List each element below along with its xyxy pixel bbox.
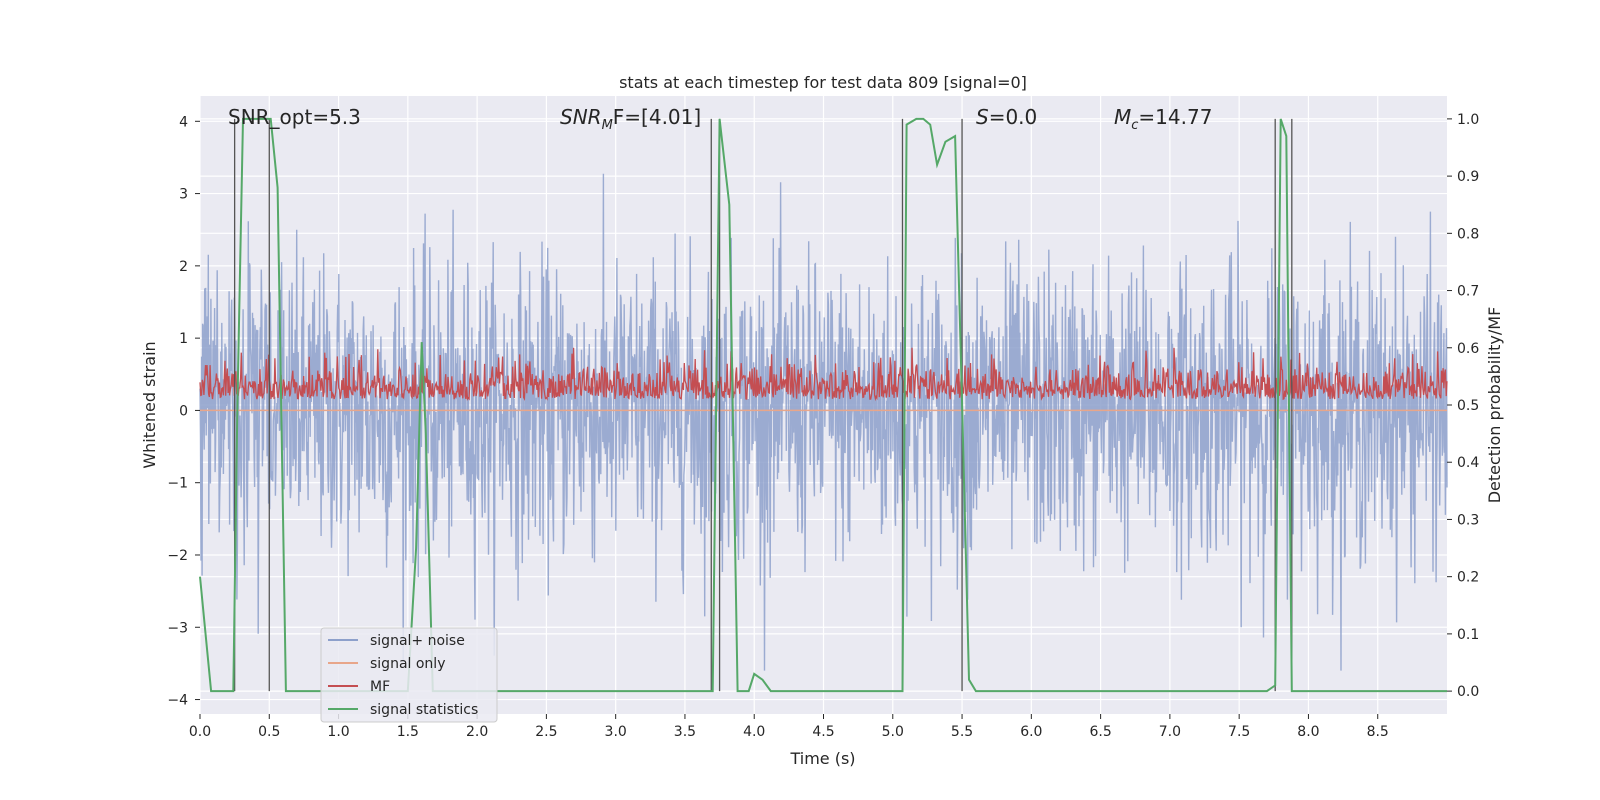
y-right-tick-label-3: 0.3 bbox=[1457, 512, 1479, 528]
y-left-tick-label-6: 2 bbox=[179, 259, 188, 275]
legend-label-signal-statistics: signal statistics bbox=[370, 702, 478, 718]
y-right-tick-label-5: 0.5 bbox=[1457, 398, 1479, 414]
y-left-tick-label-2: −2 bbox=[167, 548, 188, 564]
annotation-mc-sub: c bbox=[1131, 118, 1138, 133]
y-right-tick-label-7: 0.7 bbox=[1457, 284, 1479, 300]
mf-series bbox=[199, 347, 1448, 402]
annotation-snr-opt: SNR_opt=5.3 bbox=[228, 105, 361, 129]
annotation-mc: Mc=14.77 bbox=[1114, 105, 1212, 133]
annotation-snr-mf-sub: M bbox=[602, 118, 613, 133]
annotation-s-rest: =0.0 bbox=[989, 105, 1038, 129]
y-right-tick-label-10: 1.0 bbox=[1457, 112, 1479, 128]
y-left-tick-label-5: 1 bbox=[179, 331, 188, 347]
annotation-s-main: S bbox=[976, 105, 989, 129]
y-right-tick-label-8: 0.8 bbox=[1457, 226, 1479, 242]
y-left-tick-label-8: 4 bbox=[179, 114, 188, 130]
x-tick-label-13: 6.5 bbox=[1089, 724, 1111, 740]
x-axis-ticks: 0.0 0.5 1.0 1.5 2.0 2.5 3.0 3.5 4.0 4.5 5.0 5.5 6.0 6… bbox=[189, 714, 1389, 740]
x-tick-label-11: 5.5 bbox=[951, 724, 973, 740]
annotation-snr-mf-main: SNR bbox=[560, 105, 602, 129]
annotation-snr-mf-rest: F=[4.01] bbox=[613, 105, 701, 129]
chart-title: stats at each timestep for test data 809… bbox=[619, 73, 1027, 92]
y-left-tick-label-1: −3 bbox=[167, 620, 188, 636]
y-left-tick-label-4: 0 bbox=[179, 403, 188, 419]
x-tick-label-15: 7.5 bbox=[1228, 724, 1250, 740]
y-axis-right-label: Detection probability/MF bbox=[1485, 307, 1504, 504]
legend-box bbox=[320, 627, 498, 723]
x-tick-label-5: 2.5 bbox=[535, 724, 557, 740]
annotation-s: S=0.0 bbox=[976, 105, 1037, 129]
x-tick-label-6: 3.0 bbox=[605, 724, 627, 740]
legend-label-signal-plus-noise: signal+ noise bbox=[370, 633, 465, 649]
y-axis-left-label: Whitened strain bbox=[140, 341, 159, 468]
y-left-tick-label-3: −1 bbox=[167, 476, 188, 492]
annotation-mc-main: M bbox=[1114, 105, 1131, 129]
y-right-tick-label-6: 0.6 bbox=[1457, 341, 1479, 357]
y-right-tick-label-0: 0.0 bbox=[1457, 684, 1479, 700]
x-tick-label-4: 2.0 bbox=[466, 724, 488, 740]
x-tick-label-1: 0.5 bbox=[258, 724, 280, 740]
signal-plus-noise-series bbox=[199, 173, 1448, 671]
y-right-tick-label-4: 0.4 bbox=[1457, 455, 1479, 471]
legend: signal+ noise signal only MF signal stat… bbox=[320, 627, 498, 723]
x-tick-label-2: 1.0 bbox=[327, 724, 349, 740]
x-tick-label-12: 6.0 bbox=[1020, 724, 1042, 740]
x-tick-label-10: 5.0 bbox=[882, 724, 904, 740]
x-axis-label: Time (s) bbox=[789, 749, 855, 768]
y-right-tick-label-9: 0.9 bbox=[1457, 169, 1479, 185]
signal-statistics-line bbox=[199, 117, 1447, 693]
x-tick-label-17: 8.5 bbox=[1367, 724, 1389, 740]
signal-plus-noise-line bbox=[199, 173, 1448, 671]
x-tick-label-8: 4.0 bbox=[743, 724, 765, 740]
y-right-tick-label-2: 0.2 bbox=[1457, 570, 1479, 586]
mf-line bbox=[199, 347, 1448, 402]
x-tick-label-14: 7.0 bbox=[1159, 724, 1181, 740]
legend-label-mf: MF bbox=[370, 679, 390, 695]
y-left-tick-label-0: −4 bbox=[167, 693, 188, 709]
x-tick-label-3: 1.5 bbox=[397, 724, 419, 740]
x-tick-label-7: 3.5 bbox=[674, 724, 696, 740]
y-left-tick-label-7: 3 bbox=[179, 187, 188, 203]
annotation-snr-mf: SNRMF=[4.01] bbox=[560, 105, 701, 133]
signal-statistics-series bbox=[199, 117, 1447, 693]
x-tick-label-0: 0.0 bbox=[189, 724, 211, 740]
legend-label-signal-only: signal only bbox=[370, 656, 445, 672]
annotation-mc-rest: =14.77 bbox=[1138, 105, 1212, 129]
y-right-tick-label-1: 0.1 bbox=[1457, 627, 1479, 643]
y-axis-right-ticks: 0.0 0.1 0.2 0.3 0.4 0.5 0.6 0.7 0.8 0.9 1.0 bbox=[1447, 112, 1479, 700]
y-axis-left-ticks: −4 −3 −2 −1 0 1 2 3 4 bbox=[167, 114, 200, 709]
x-tick-label-16: 8.0 bbox=[1297, 724, 1319, 740]
x-tick-label-9: 4.5 bbox=[812, 724, 834, 740]
